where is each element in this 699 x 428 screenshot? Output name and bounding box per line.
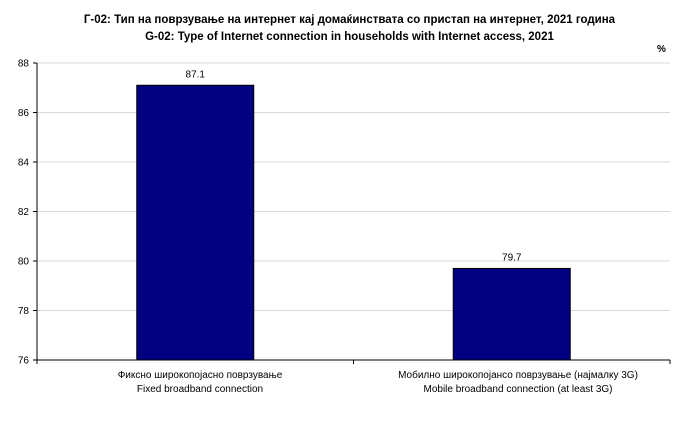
y-axis-ticks: 76 78 80 82 84 86 88 bbox=[18, 59, 37, 367]
bar-1 bbox=[452, 267, 571, 361]
bar-0 bbox=[136, 84, 255, 361]
y-tick-label-76: 76 bbox=[18, 356, 30, 367]
chart-subtitle: G-02: Type of Internet connection in hou… bbox=[145, 31, 554, 43]
y-tick-label-82: 82 bbox=[18, 207, 30, 218]
bars bbox=[136, 84, 571, 361]
category-label-mobile: Мобилно широкопојансо поврзување (најмал… bbox=[386, 369, 650, 397]
category-label-fixed: Фиксно широкопојасно поврзување Fixed br… bbox=[68, 369, 332, 397]
chart-title: Г-02: Тип на поврзување на интернет кај … bbox=[83, 14, 616, 26]
y-tick-label-86: 86 bbox=[18, 108, 30, 119]
gridlines bbox=[37, 62, 670, 311]
unit-label: % bbox=[657, 44, 666, 55]
y-tick-label-80: 80 bbox=[18, 257, 30, 268]
category-label-mobile-en: Mobile broadband connection (at least 3G… bbox=[423, 384, 613, 395]
y-tick-label-84: 84 bbox=[18, 158, 30, 169]
category-label-fixed-mk: Фиксно широкопојасно поврзување bbox=[117, 370, 283, 381]
y-tick-label-78: 78 bbox=[18, 306, 30, 317]
category-label-fixed-en: Fixed broadband connection bbox=[136, 384, 264, 395]
data-label-0: 87.1 bbox=[186, 69, 206, 80]
category-label-mobile-mk: Мобилно широкопојансо поврзување (најмал… bbox=[398, 370, 638, 381]
axes bbox=[36, 63, 671, 364]
y-tick-label-88: 88 bbox=[18, 59, 30, 70]
data-labels: 87.1 79.7 bbox=[186, 69, 522, 263]
data-label-1: 79.7 bbox=[502, 252, 522, 263]
